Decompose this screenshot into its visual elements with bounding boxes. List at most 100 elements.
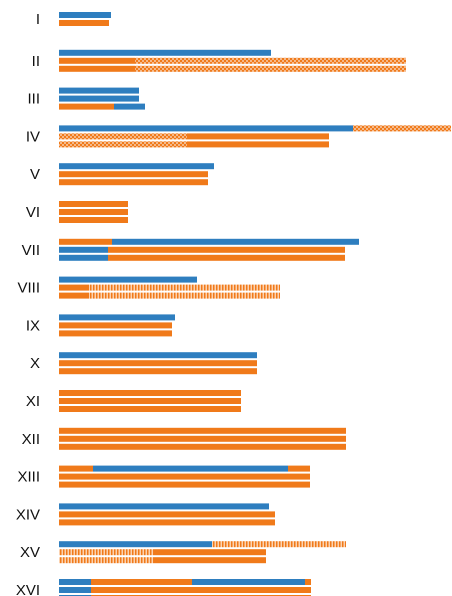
bar-segment <box>59 465 93 472</box>
bar-segment <box>187 133 329 140</box>
bar-segment <box>59 368 257 375</box>
row-label: VIII <box>17 280 40 297</box>
bar-segment <box>59 519 275 526</box>
bar-segment <box>59 246 108 253</box>
bar-segment <box>59 541 212 548</box>
bar-segment <box>59 254 108 261</box>
bar-segment <box>59 427 346 434</box>
row-group-xi: XI <box>26 390 241 412</box>
row-group-iv: IV <box>26 125 451 148</box>
bar-segment <box>59 238 112 245</box>
bar-segment <box>59 587 91 593</box>
bar-segment <box>187 141 329 148</box>
row-group-ix: IX <box>26 314 175 337</box>
bar-segment <box>59 511 275 518</box>
row-label: XIV <box>16 506 40 523</box>
bar-segment <box>108 254 345 261</box>
bar-segment <box>59 217 128 223</box>
row-label: X <box>30 355 40 372</box>
row-group-xii: XII <box>22 427 346 450</box>
row-group-xiv: XIV <box>16 503 275 526</box>
bar-segment <box>59 57 135 64</box>
bar-segment <box>89 292 280 299</box>
bar-segment <box>59 87 139 94</box>
bar-segment <box>59 49 271 56</box>
bar-segment <box>59 435 346 442</box>
bar-segment <box>59 292 89 299</box>
row-group-iii: III <box>27 87 145 110</box>
bar-segment <box>59 473 310 480</box>
row-group-ii: II <box>32 49 406 72</box>
row-label: XVI <box>16 582 40 596</box>
row-label: XV <box>20 544 40 561</box>
bar-segment <box>59 141 187 148</box>
bar-segment <box>59 481 310 488</box>
bar-segment <box>59 398 241 404</box>
row-group-vi: VI <box>26 201 128 223</box>
bar-segment <box>59 209 128 215</box>
bar-segment <box>135 65 406 72</box>
bar-segment <box>192 579 305 585</box>
bar-segment <box>59 276 197 283</box>
bar-segment <box>212 541 346 548</box>
bar-segment <box>59 503 269 510</box>
bar-segment <box>59 406 241 412</box>
bar-segment <box>59 201 128 207</box>
bar-segment <box>59 360 257 367</box>
row-group-xvi: XVI <box>16 579 311 596</box>
bar-segment <box>59 12 111 18</box>
row-label: XIII <box>17 469 40 486</box>
row-label: VI <box>26 204 40 221</box>
row-group-i: I <box>36 11 111 28</box>
row-label: I <box>36 11 40 28</box>
bar-segment <box>59 171 208 178</box>
row-group-x: X <box>30 352 257 375</box>
bar-segment <box>91 587 311 593</box>
row-group-xv: XV <box>20 541 346 564</box>
row-group-viii: VIII <box>17 276 280 299</box>
row-label: XI <box>26 393 40 410</box>
bar-segment <box>153 557 266 564</box>
bar-segment <box>59 284 89 291</box>
bar-segment <box>59 179 208 186</box>
bar-segment <box>59 557 153 564</box>
bar-segment <box>59 314 175 321</box>
row-label: IX <box>26 317 40 334</box>
bar-segment <box>59 103 114 110</box>
row-label: II <box>32 53 40 70</box>
bar-segment <box>91 579 192 585</box>
row-group-v: V <box>30 163 214 186</box>
row-label: VII <box>22 242 40 259</box>
bar-segment <box>135 57 406 64</box>
bar-segment <box>59 322 172 329</box>
bar-segment <box>59 163 214 170</box>
bar-segment <box>59 125 353 132</box>
bar-segment <box>59 330 172 337</box>
bar-segment <box>93 465 288 472</box>
bar-segment <box>114 103 145 110</box>
row-group-vii: VII <box>22 238 359 261</box>
row-label: III <box>27 91 40 108</box>
bar-segment <box>59 65 135 72</box>
bar-segment <box>89 284 280 291</box>
bar-segment <box>59 579 91 585</box>
bar-segment <box>305 579 311 585</box>
bar-segment <box>288 465 310 472</box>
row-label: V <box>30 166 40 183</box>
bar-segment <box>153 549 266 556</box>
row-label: IV <box>26 128 40 145</box>
bar-segment <box>59 352 257 359</box>
bar-segment <box>112 238 359 245</box>
bar-segment <box>108 246 345 253</box>
bar-segment <box>59 133 187 140</box>
row-group-xiii: XIII <box>17 465 310 488</box>
bar-segment <box>59 390 241 396</box>
bar-segment <box>59 20 109 26</box>
row-label: XII <box>22 431 40 448</box>
bar-segment <box>59 443 346 450</box>
bar-segment <box>59 549 153 556</box>
bar-segment <box>59 95 139 102</box>
bar-segment <box>353 125 451 132</box>
